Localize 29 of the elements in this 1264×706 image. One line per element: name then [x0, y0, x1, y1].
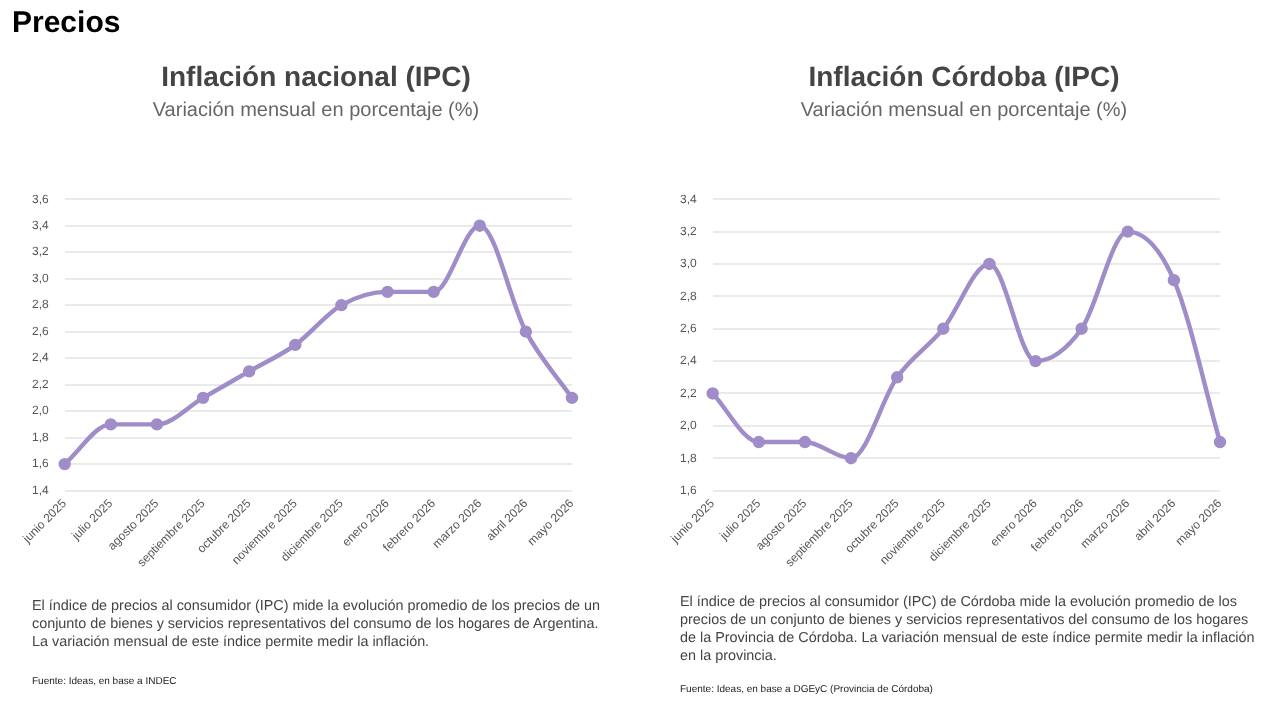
point	[890, 371, 904, 384]
point	[798, 435, 812, 449]
chart-subtitle: Variación mensual en porcentaje (%)	[798, 100, 1130, 122]
point	[473, 219, 486, 232]
point	[104, 418, 117, 431]
point	[427, 285, 440, 299]
point	[1167, 273, 1181, 287]
point	[983, 257, 996, 271]
point	[1029, 354, 1042, 368]
point	[519, 325, 533, 338]
point	[937, 322, 950, 335]
point	[289, 338, 302, 352]
point	[752, 435, 765, 449]
point	[1213, 435, 1227, 449]
text: Precios	[12, 6, 121, 40]
point	[58, 457, 71, 471]
point	[1121, 225, 1134, 238]
point	[381, 285, 394, 299]
point	[1075, 322, 1088, 335]
chart-title: Inflación nacional (IPC)	[159, 60, 473, 92]
point	[844, 452, 858, 465]
chart-title: Inflación Córdoba (IPC)	[806, 60, 1122, 92]
chart-subtitle: Variación mensual en porcentaje (%)	[150, 100, 482, 122]
point	[150, 418, 164, 431]
point	[335, 298, 348, 312]
point	[196, 391, 210, 405]
point	[565, 391, 579, 405]
point	[242, 365, 256, 378]
point	[706, 387, 719, 400]
